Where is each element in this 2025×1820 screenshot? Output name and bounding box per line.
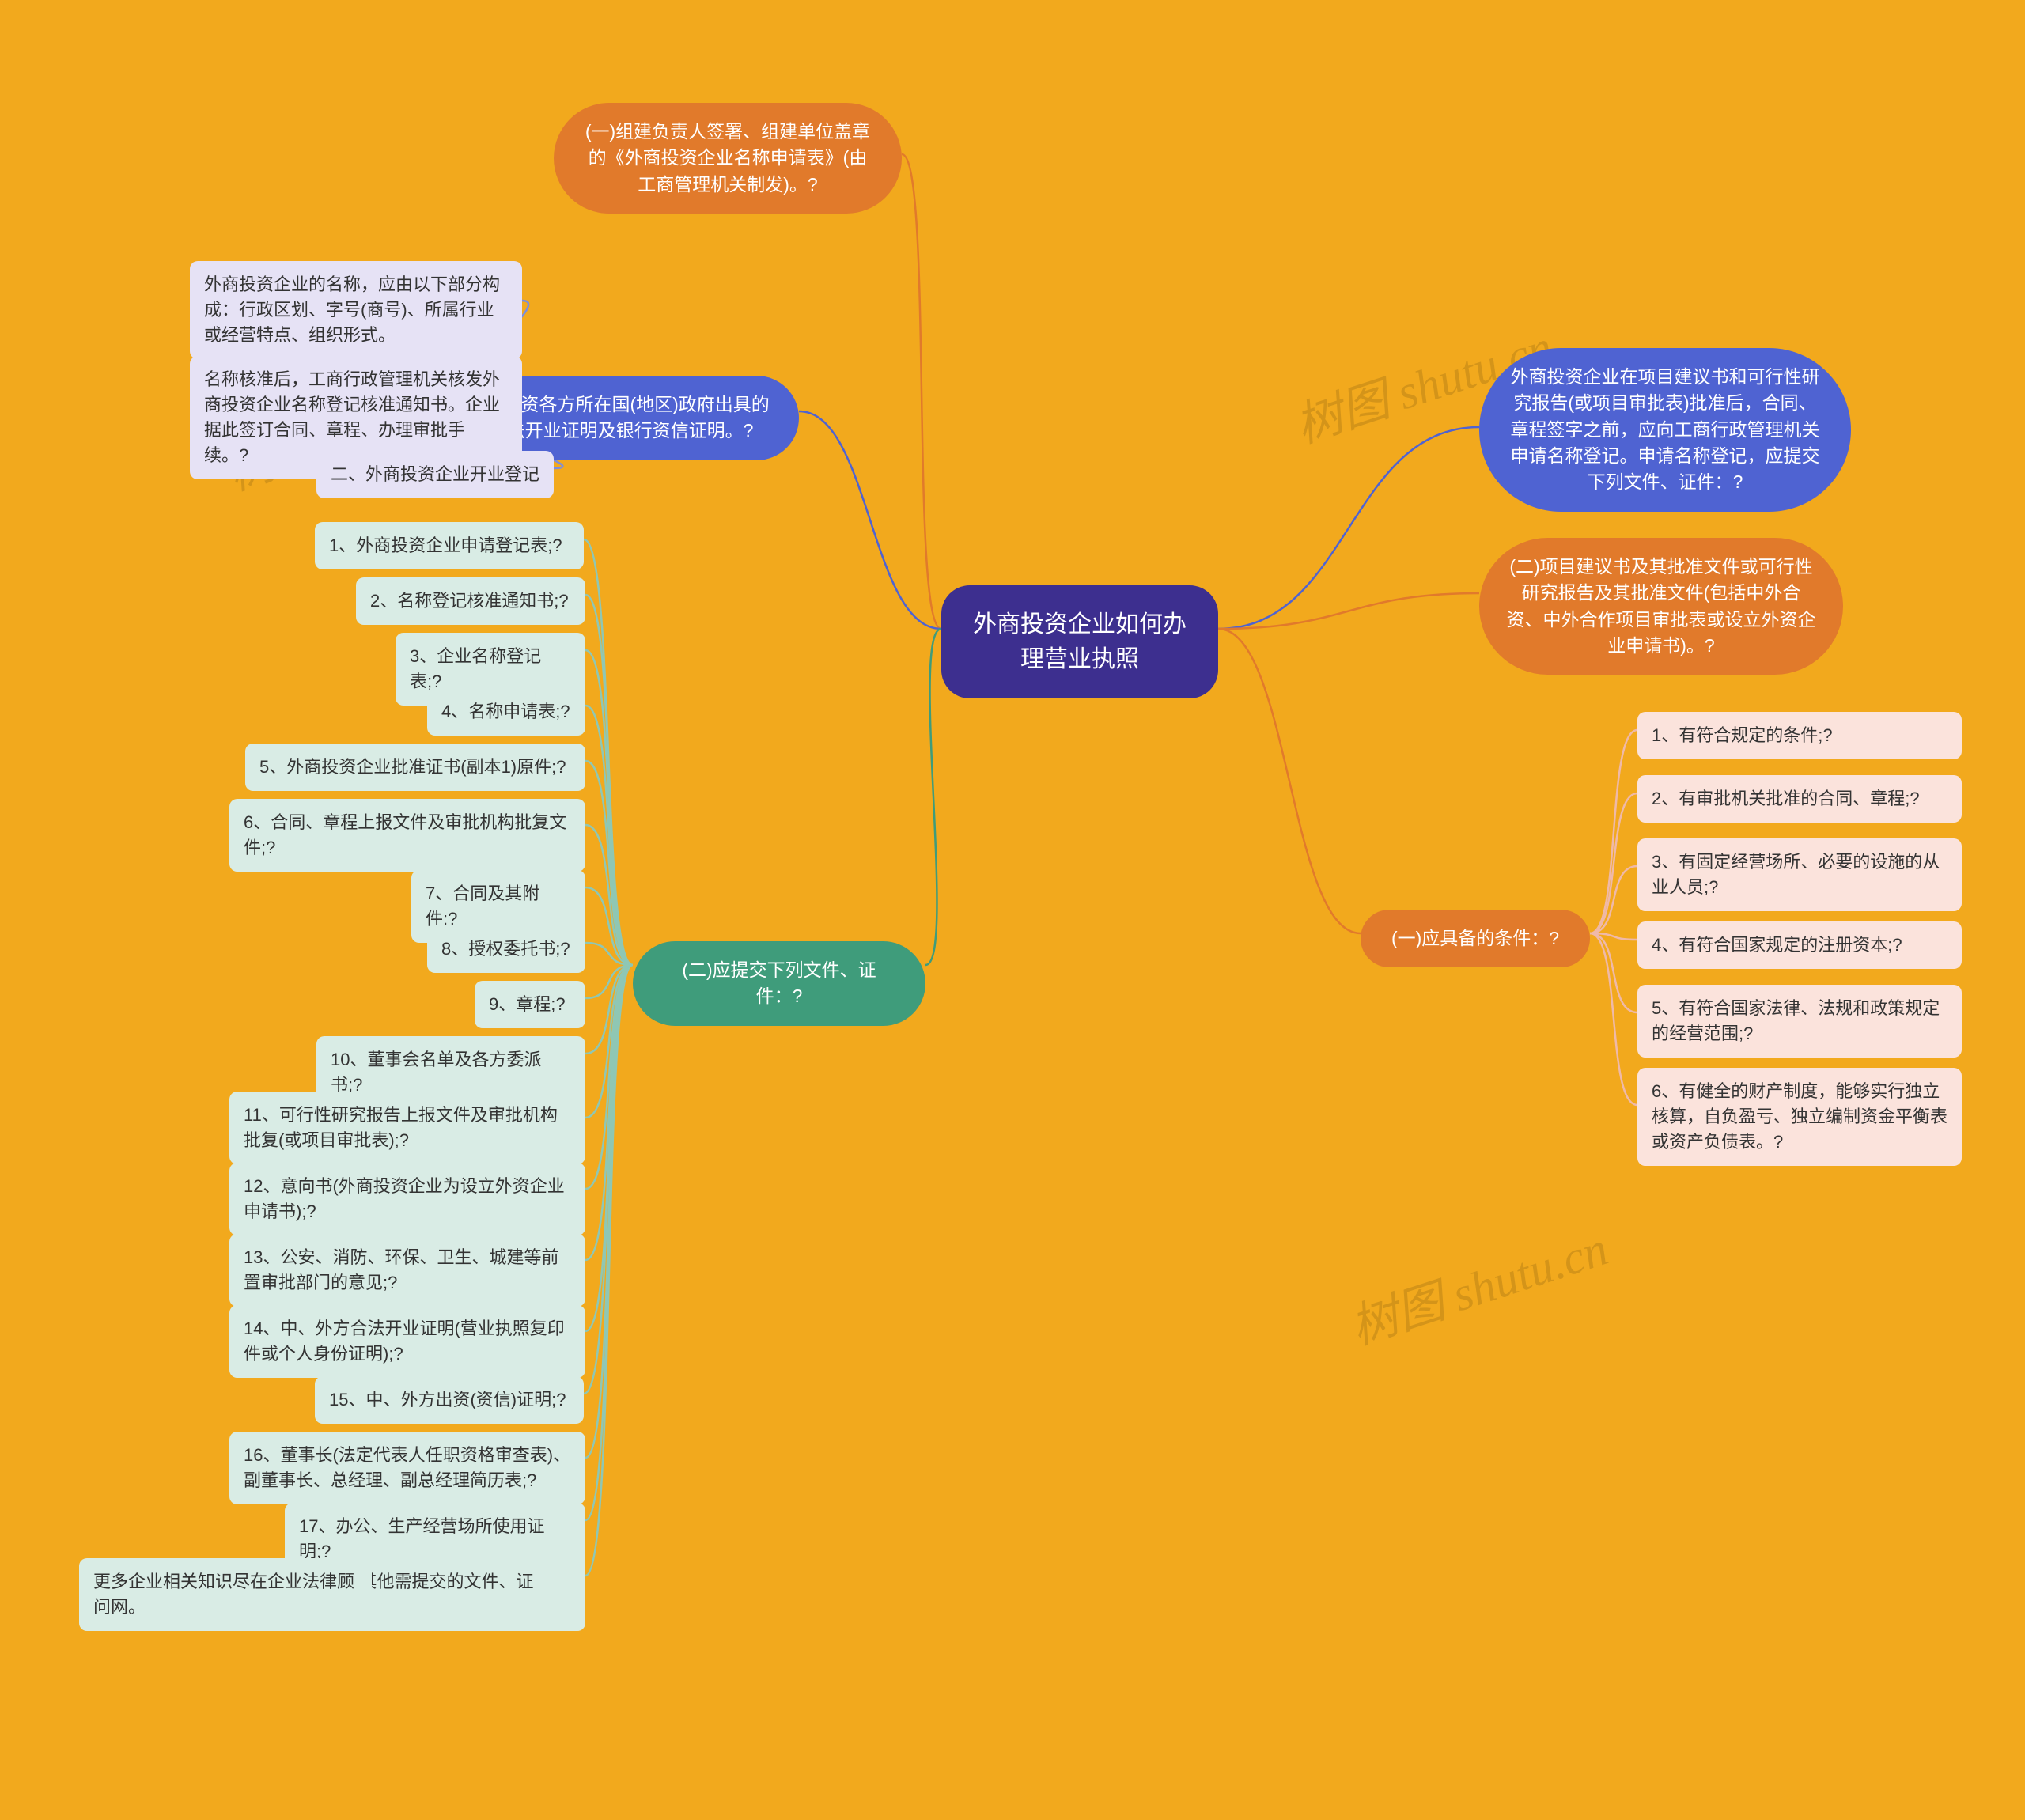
node-l2_4[interactable]: 4、名称申请表;? [427,688,585,736]
node-label: 1、外商投资企业申请登记表;? [329,535,562,555]
edge-l2-l2_11 [585,965,633,1118]
node-label: 10、董事会名单及各方委派书;? [331,1050,541,1095]
node-label: 12、意向书(外商投资企业为设立外资企业申请书);? [244,1176,565,1221]
edge-l2-l2_3 [585,650,633,965]
node-label: 5、有符合国家法律、法规和政策规定的经营范围;? [1652,998,1940,1043]
node-label: 更多企业相关知识尽在企业法律顾问网。 [93,1572,354,1617]
node-l2_15[interactable]: 15、中、外方出资(资信)证明;? [315,1376,584,1424]
edge-root-b1 [902,154,941,629]
node-b3a[interactable]: 外商投资企业的名称，应由以下部分构成：行政区划、字号(商号)、所属行业或经营特点… [190,261,522,359]
edge-l2-l2_14 [585,965,633,1331]
edge-l2-l2_16 [585,965,633,1458]
watermark: 树图 shutu.cn [1341,1210,1615,1358]
node-label: 二、外商投资企业开业登记 [331,464,539,484]
node-r3_3[interactable]: 3、有固定经营场所、必要的设施的从业人员;? [1637,838,1962,911]
node-l2_18a[interactable]: 更多企业相关知识尽在企业法律顾问网。 [79,1558,372,1631]
node-label: 1、有符合规定的条件;? [1652,725,1833,745]
node-label: 3、企业名称登记表;? [410,646,541,691]
node-l2_14[interactable]: 14、中、外方合法开业证明(营业执照复印件或个人身份证明);? [229,1305,585,1378]
edge-root-r2 [1218,593,1479,629]
node-label: 6、合同、章程上报文件及审批机构批复文件;? [244,812,566,857]
edge-l2-l2_7 [585,887,633,965]
edge-l2-l2_18 [585,965,633,1576]
edge-l2-l2_4 [585,706,633,965]
edge-root-b3 [799,411,941,629]
node-label: 外商投资企业如何办理营业执照 [973,611,1187,672]
edge-r3-r3_6 [1590,933,1637,1105]
node-b1[interactable]: (一)组建负责人签署、组建单位盖章的《外商投资企业名称申请表》(由工商管理机关制… [554,103,902,214]
node-l2_5[interactable]: 5、外商投资企业批准证书(副本1)原件;? [245,744,585,791]
node-label: 2、名称登记核准通知书;? [370,591,569,611]
edge-l2-l2_10 [585,965,633,1054]
node-label: 16、董事长(法定代表人任职资格审查表)、副董事长、总经理、副总经理简历表;? [244,1445,570,1490]
node-r2[interactable]: (二)项目建议书及其批准文件或可行性研究报告及其批准文件(包括中外合资、中外合作… [1479,538,1843,675]
node-l2_12[interactable]: 12、意向书(外商投资企业为设立外资企业申请书);? [229,1163,585,1235]
node-label: (一)组建负责人签署、组建单位盖章的《外商投资企业名称申请表》(由工商管理机关制… [585,121,870,195]
edge-l2-l2_1 [584,539,633,965]
node-r1[interactable]: 外商投资企业在项目建议书和可行性研究报告(或项目审批表)批准后，合同、章程签字之… [1479,348,1851,512]
edge-l2-l2_8 [585,943,633,965]
node-label: 13、公安、消防、环保、卫生、城建等前置审批部门的意见;? [244,1247,558,1292]
node-label: 4、名称申请表;? [441,702,570,721]
edge-l2-l2_15 [584,965,633,1394]
node-label: 3、有固定经营场所、必要的设施的从业人员;? [1652,852,1940,897]
edge-l2-l2_13 [585,965,633,1260]
edge-r3-r3_3 [1590,866,1637,933]
node-label: 17、办公、生产经营场所使用证明;? [299,1516,544,1561]
node-label: 14、中、外方合法开业证明(营业执照复印件或个人身份证明);? [244,1319,565,1364]
node-r3_6[interactable]: 6、有健全的财产制度，能够实行独立核算，自负盈亏、独立编制资金平衡表或资产负债表… [1637,1068,1962,1166]
node-label: 15、中、外方出资(资信)证明;? [329,1390,566,1409]
node-l2_16[interactable]: 16、董事长(法定代表人任职资格审查表)、副董事长、总经理、副总经理简历表;? [229,1432,585,1504]
edge-r3-r3_5 [1590,933,1637,1012]
node-b3c[interactable]: 二、外商投资企业开业登记 [316,451,554,498]
edge-l2-l2_5 [585,761,633,965]
node-label: (二)项目建议书及其批准文件或可行性研究报告及其批准文件(包括中外合资、中外合作… [1507,556,1816,656]
edge-root-r1 [1218,427,1479,629]
edge-r3-r3_2 [1590,793,1637,933]
edge-r3-r3_4 [1590,933,1637,940]
node-label: 2、有审批机关批准的合同、章程;? [1652,789,1920,808]
node-l2_8[interactable]: 8、授权委托书;? [427,925,585,973]
node-l2_13[interactable]: 13、公安、消防、环保、卫生、城建等前置审批部门的意见;? [229,1234,585,1307]
node-l2_11[interactable]: 11、可行性研究报告上报文件及审批机构批复(或项目审批表);? [229,1092,585,1164]
node-l2_9[interactable]: 9、章程;? [475,981,585,1028]
node-label: 9、章程;? [489,994,566,1014]
edge-l2-l2_2 [585,595,633,965]
node-r3_5[interactable]: 5、有符合国家法律、法规和政策规定的经营范围;? [1637,985,1962,1058]
node-label: 8、授权委托书;? [441,939,570,959]
edge-l2-l2_9 [585,965,633,998]
node-l2[interactable]: (二)应提交下列文件、证件：? [633,941,925,1026]
node-label: 11、可行性研究报告上报文件及审批机构批复(或项目审批表);? [244,1105,558,1150]
node-l2_2[interactable]: 2、名称登记核准通知书;? [356,577,585,625]
node-l2_6[interactable]: 6、合同、章程上报文件及审批机构批复文件;? [229,799,585,872]
node-r3_2[interactable]: 2、有审批机关批准的合同、章程;? [1637,775,1962,823]
edge-l2-l2_17 [585,965,633,1520]
node-r3[interactable]: (一)应具备的条件：? [1361,910,1590,967]
edge-root-r3 [1218,629,1361,933]
node-root[interactable]: 外商投资企业如何办理营业执照 [941,585,1218,698]
edge-r3-r3_1 [1590,730,1637,933]
node-label: 7、合同及其附件;? [426,884,539,929]
node-label: 4、有符合国家规定的注册资本;? [1652,935,1902,955]
node-label: (一)应具备的条件：? [1391,928,1559,948]
node-label: 5、外商投资企业批准证书(副本1)原件;? [259,757,566,777]
node-label: 外商投资企业的名称，应由以下部分构成：行政区划、字号(商号)、所属行业或经营特点… [204,274,500,345]
node-l2_1[interactable]: 1、外商投资企业申请登记表;? [315,522,584,569]
edge-l2-l2_6 [585,825,633,965]
node-r3_1[interactable]: 1、有符合规定的条件;? [1637,712,1962,759]
node-label: 外商投资企业在项目建议书和可行性研究报告(或项目审批表)批准后，合同、章程签字之… [1511,366,1820,492]
edge-l2-l2_12 [585,965,633,1189]
node-r3_4[interactable]: 4、有符合国家规定的注册资本;? [1637,921,1962,969]
mindmap-canvas: 树图 shutu.cn树图 shutu.cn树图 shutu.cn树图 shut… [0,0,2025,1820]
node-label: 6、有健全的财产制度，能够实行独立核算，自负盈亏、独立编制资金平衡表或资产负债表… [1652,1081,1947,1152]
edge-root-l2 [925,629,941,965]
node-label: (二)应提交下列文件、证件：? [682,959,876,1006]
